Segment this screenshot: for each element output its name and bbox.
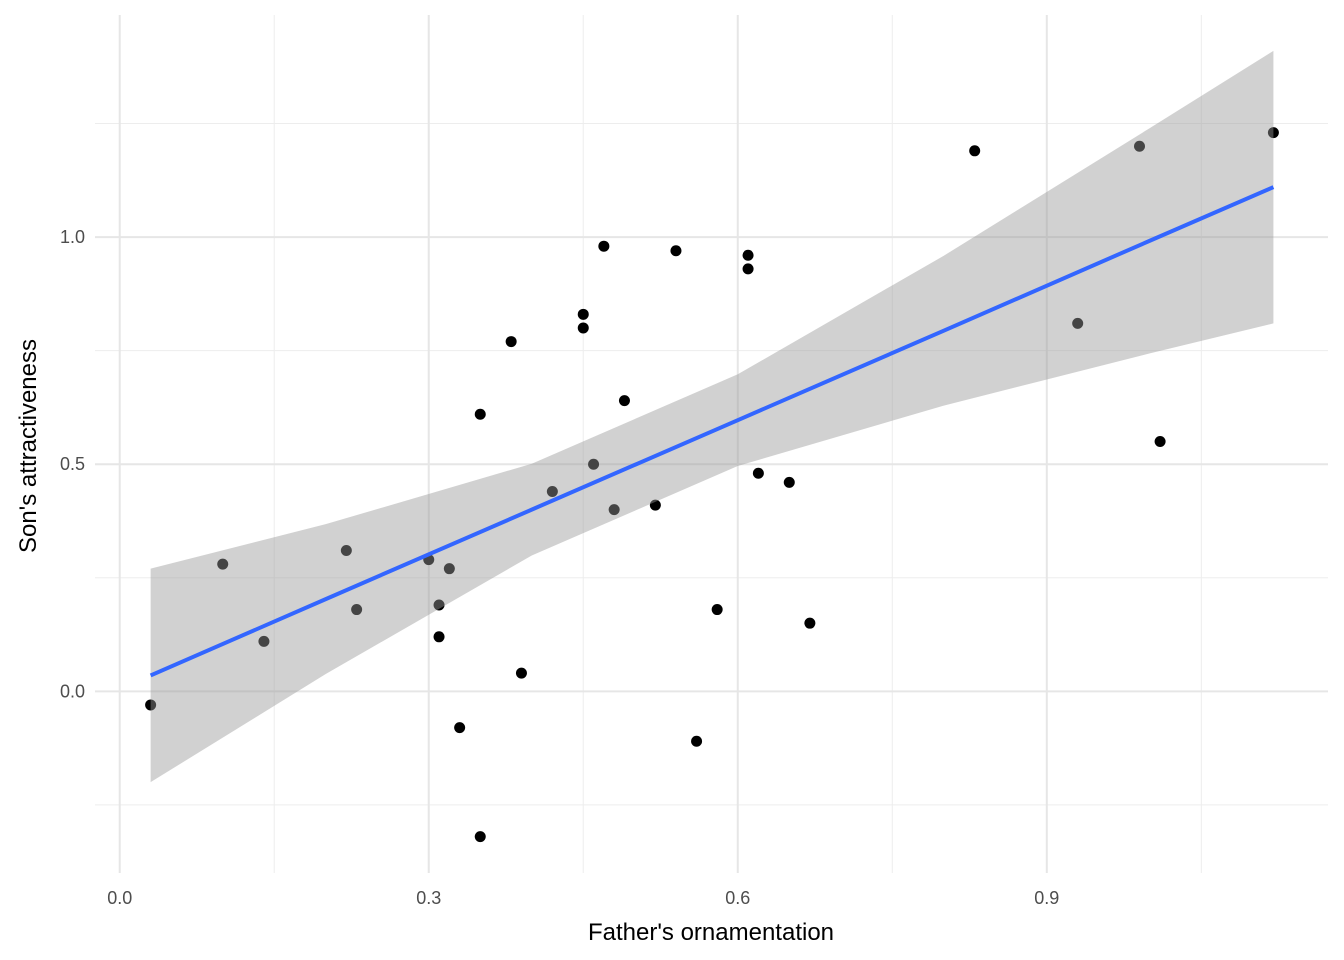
data-point (588, 458, 600, 470)
data-point (742, 263, 754, 275)
confidence-ribbon (150, 50, 1274, 783)
data-point (351, 604, 363, 616)
data-point (474, 408, 486, 420)
data-point (1072, 317, 1084, 329)
data-point (443, 563, 455, 575)
data-point (649, 499, 661, 511)
data-point (804, 617, 816, 629)
data-point (454, 722, 466, 734)
data-point (433, 599, 445, 611)
y-tick-label: 0.5 (60, 454, 85, 474)
x-tick-label: 0.3 (416, 888, 441, 908)
data-point (742, 249, 754, 261)
data-point (577, 308, 589, 320)
regression-line (149, 185, 1275, 678)
data-point (546, 485, 558, 497)
data-point (711, 604, 723, 616)
grid (95, 15, 1328, 873)
data-point (691, 735, 703, 747)
data-point (474, 831, 486, 843)
data-point (1154, 436, 1166, 448)
data-point (1267, 127, 1279, 139)
data-point (258, 635, 270, 647)
data-point (598, 240, 610, 252)
x-tick-label: 0.0 (107, 888, 132, 908)
data-point (969, 145, 981, 157)
data-point (1133, 140, 1145, 152)
data-point (752, 467, 764, 479)
data-point (618, 395, 630, 407)
data-point (577, 322, 589, 334)
tick-labels: 0.0 0.3 0.6 0.9 0.0 0.5 1.0 (60, 227, 1059, 908)
data-point (608, 504, 620, 516)
points (145, 127, 1279, 843)
y-tick-label: 0.0 (60, 681, 85, 701)
data-point (217, 558, 229, 570)
x-tick-label: 0.6 (725, 888, 750, 908)
x-axis-title: Father's ornamentation (588, 919, 834, 946)
x-tick-label: 0.9 (1034, 888, 1059, 908)
data-point (505, 336, 517, 348)
data-point (340, 545, 352, 557)
y-axis-title: Son's attractiveness (15, 339, 42, 553)
data-point (783, 476, 795, 488)
data-point (145, 699, 157, 711)
data-point (433, 631, 445, 643)
data-point (670, 245, 682, 257)
y-tick-label: 1.0 (60, 227, 85, 247)
data-point (515, 667, 527, 679)
